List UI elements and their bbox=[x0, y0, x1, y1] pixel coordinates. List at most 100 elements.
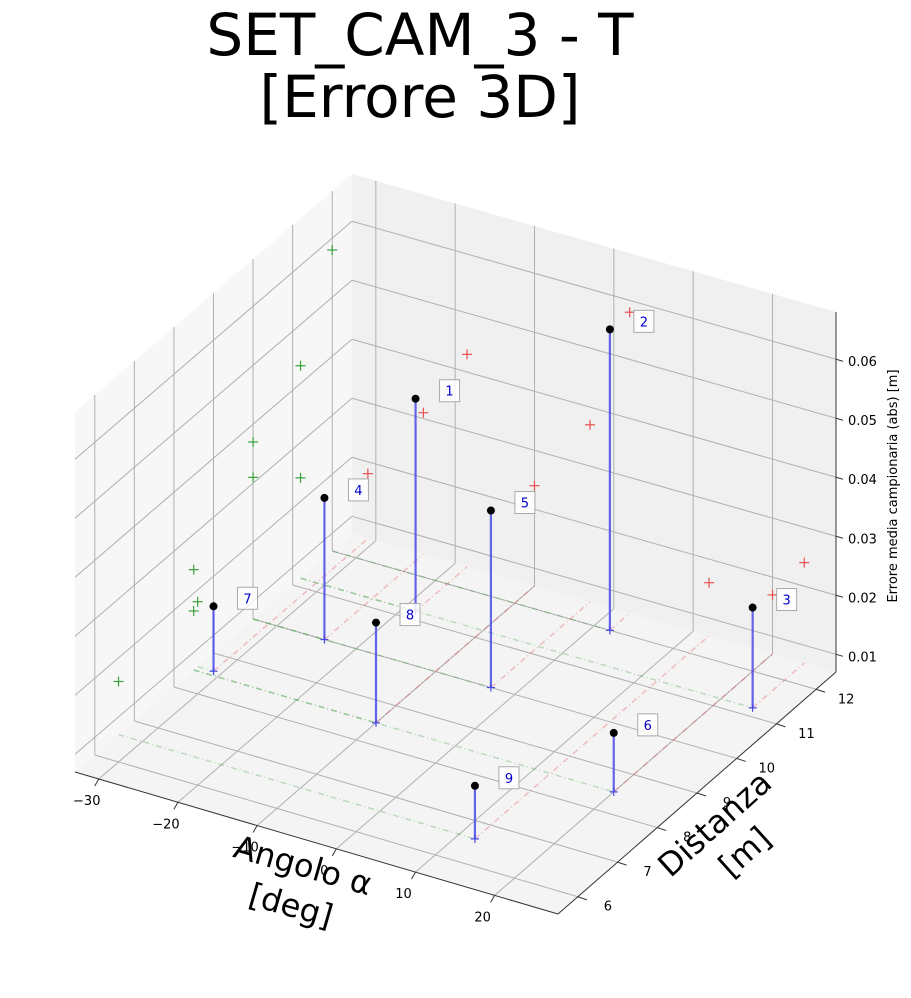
grid-y-floor bbox=[292, 584, 777, 725]
data-point-6 bbox=[609, 728, 618, 737]
data-point-5 bbox=[486, 506, 495, 515]
data-points bbox=[209, 325, 757, 790]
x-tick-label: −20 bbox=[152, 817, 179, 832]
grid-z-left bbox=[74, 397, 353, 637]
y-projection-line bbox=[252, 618, 492, 689]
y-tick-label: 10 bbox=[758, 761, 775, 776]
back-wall-pane bbox=[352, 174, 836, 672]
y-tick-mark bbox=[577, 896, 588, 901]
chart-title-line-1: SET_CAM_3 - T bbox=[206, 1, 634, 69]
grid-z-back bbox=[351, 397, 837, 537]
point-label-box bbox=[347, 478, 369, 502]
y-projection-line bbox=[193, 669, 377, 724]
z-tick-mark bbox=[835, 417, 844, 421]
grid-z-left bbox=[74, 456, 353, 696]
y-tick-mark bbox=[776, 723, 786, 728]
x-tick-mark bbox=[411, 871, 416, 880]
z-tick-label: 0.04 bbox=[848, 473, 877, 488]
data-point-1 bbox=[411, 394, 420, 403]
y-tick-mark bbox=[657, 827, 667, 832]
data-point-2 bbox=[605, 325, 614, 334]
x-tick-mark bbox=[173, 802, 179, 810]
y-tick-label: 8 bbox=[683, 831, 691, 846]
z-axis-label: Errore media campionaria (abs) [m] bbox=[886, 369, 901, 602]
x-projection-line bbox=[490, 601, 591, 689]
x-projection-line bbox=[752, 662, 805, 709]
x-tick-mark bbox=[331, 848, 337, 857]
data-point-7 bbox=[209, 602, 218, 611]
grid-z-left bbox=[74, 338, 353, 578]
point-label-2: 2 bbox=[640, 315, 648, 330]
grid-z-back bbox=[351, 220, 837, 360]
y-projection-line bbox=[197, 665, 214, 672]
x-projection-line bbox=[323, 553, 424, 641]
stems bbox=[209, 329, 757, 843]
data-point-9 bbox=[470, 781, 479, 790]
y-projection-line bbox=[332, 550, 611, 632]
point-label-6: 6 bbox=[644, 719, 652, 734]
point-label-box bbox=[633, 309, 655, 333]
grid-y-floor bbox=[213, 652, 698, 794]
point-label-7: 7 bbox=[243, 592, 251, 607]
z-tick-label: 0.05 bbox=[848, 414, 877, 429]
y-tick-mark bbox=[617, 861, 627, 866]
z-tick-mark bbox=[835, 535, 844, 539]
grid-y-floor bbox=[94, 754, 578, 898]
y-projection-line bbox=[300, 577, 753, 709]
z-tick-label: 0.03 bbox=[848, 532, 877, 547]
x-projection-line bbox=[613, 653, 774, 793]
y-tick-label: 7 bbox=[643, 865, 651, 880]
grid-z-left bbox=[74, 279, 353, 519]
y-tick-label: 9 bbox=[723, 796, 731, 811]
x-tick-label: 10 bbox=[395, 887, 412, 902]
y-tick-mark bbox=[736, 757, 746, 762]
grid-z-back bbox=[351, 338, 837, 478]
point-label-box bbox=[237, 586, 259, 610]
point-label-box bbox=[498, 766, 520, 790]
x-tick-label: −30 bbox=[73, 794, 100, 809]
z-tick-label: 0.02 bbox=[848, 591, 877, 606]
z-tick-label: 0.01 bbox=[848, 650, 877, 665]
x-tick-label: −10 bbox=[231, 841, 258, 856]
point-label-3: 3 bbox=[783, 594, 791, 609]
y-tick-mark bbox=[815, 688, 826, 693]
y-tick-label: 11 bbox=[798, 727, 815, 742]
grid-y-floor bbox=[134, 720, 618, 863]
x-tick-mark bbox=[94, 778, 100, 787]
x-tick-mark bbox=[490, 895, 496, 903]
point-label-box bbox=[514, 491, 536, 515]
x-tick-label: 0 bbox=[320, 864, 328, 879]
projection-lines bbox=[113, 245, 810, 840]
grid-z-back bbox=[351, 515, 837, 655]
y-projection-line bbox=[118, 733, 476, 840]
y-projection-line bbox=[252, 618, 325, 641]
data-point-8 bbox=[371, 618, 380, 627]
z-tick-mark bbox=[835, 476, 844, 480]
point-label-8: 8 bbox=[406, 609, 414, 624]
point-label-5: 5 bbox=[521, 497, 529, 512]
point-label-9: 9 bbox=[505, 772, 513, 787]
y-tick-label: 6 bbox=[604, 900, 612, 915]
x-tick-mark bbox=[252, 825, 258, 833]
point-label-box bbox=[439, 379, 461, 403]
point-label-1: 1 bbox=[445, 385, 453, 400]
chart-title-line-2: [Errore 3D] bbox=[259, 63, 581, 131]
tick-labels: −30 −20 −10 0 10 20 6 7 8 9 10 11 12 0.01 0.02 0.03 0.04… bbox=[73, 355, 877, 925]
grid-y-floor bbox=[332, 550, 817, 690]
grid-z-back bbox=[351, 279, 837, 419]
grid-z-left bbox=[74, 220, 353, 460]
z-tick-mark bbox=[835, 358, 844, 362]
y-tick-mark bbox=[696, 792, 707, 797]
x-axis-line bbox=[74, 771, 559, 915]
x-projection-line bbox=[609, 612, 631, 631]
y-projection-line bbox=[193, 669, 614, 793]
x-tick-label: 20 bbox=[474, 910, 491, 925]
point-label-box bbox=[776, 588, 798, 612]
point-label-4: 4 bbox=[354, 484, 362, 499]
point-label-box bbox=[399, 603, 421, 627]
z-tick-mark bbox=[835, 653, 844, 657]
grid-y-floor bbox=[173, 686, 658, 829]
grid-z-back bbox=[351, 456, 837, 596]
point-label-box bbox=[637, 713, 659, 737]
